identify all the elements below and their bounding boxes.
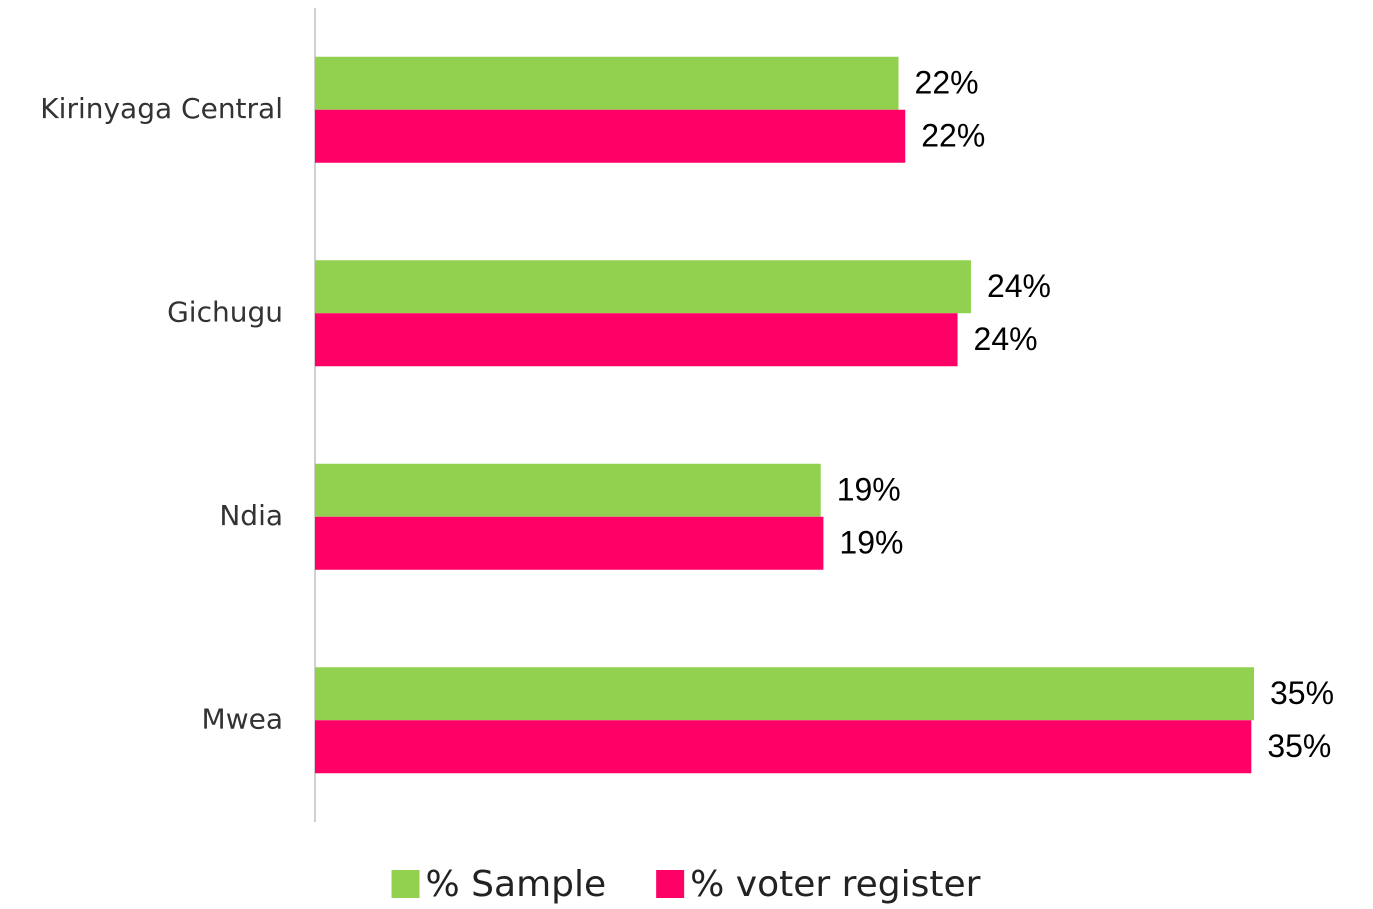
- data-label: 19%: [837, 472, 901, 508]
- bar: [315, 463, 821, 517]
- legend-swatch: [656, 870, 685, 898]
- bar: [315, 56, 899, 110]
- category-label: Ndia: [219, 499, 283, 532]
- bar: [315, 109, 906, 163]
- legend-label: % Sample: [426, 864, 607, 905]
- category-label: Mwea: [202, 702, 283, 735]
- data-label: 24%: [974, 321, 1038, 357]
- bar: [315, 260, 971, 314]
- data-label: 35%: [1270, 675, 1334, 711]
- bar: [315, 516, 824, 570]
- data-label: 22%: [915, 65, 979, 101]
- legend-label: % voter register: [690, 864, 981, 905]
- data-label: 19%: [839, 525, 903, 561]
- legend-swatch: [391, 870, 420, 898]
- data-label: 22%: [921, 118, 985, 154]
- bar: [315, 720, 1252, 774]
- bar: [315, 667, 1254, 721]
- data-label: 24%: [987, 268, 1051, 304]
- bar: [315, 313, 958, 367]
- data-label: 35%: [1267, 728, 1331, 764]
- category-label: Gichugu: [167, 295, 283, 328]
- category-label: Kirinyaga Central: [40, 92, 283, 125]
